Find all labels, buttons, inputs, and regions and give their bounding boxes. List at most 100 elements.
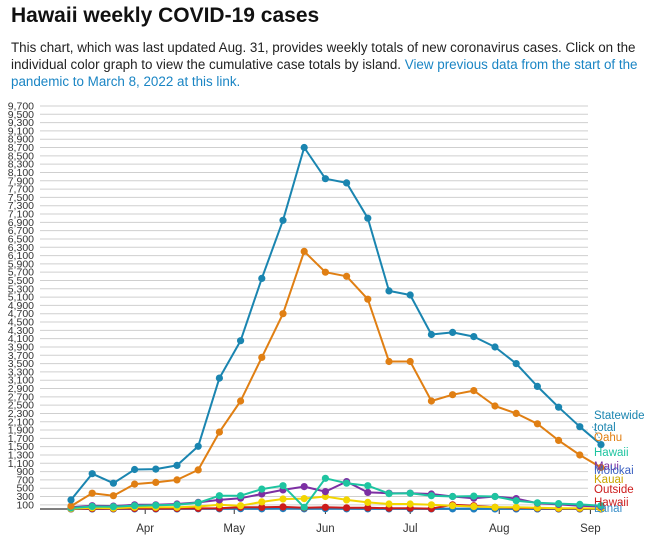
data-point[interactable] — [194, 466, 202, 474]
legend-label[interactable]: Hawaii — [594, 447, 629, 459]
data-point[interactable] — [279, 310, 287, 318]
data-point[interactable] — [109, 503, 117, 511]
legend-label[interactable]: Outside — [594, 484, 634, 496]
data-point[interactable] — [555, 436, 563, 444]
data-point[interactable] — [237, 492, 245, 500]
data-point[interactable] — [258, 353, 266, 361]
legend-label[interactable]: Lanai — [594, 503, 622, 515]
data-point[interactable] — [343, 504, 351, 512]
data-point[interactable] — [385, 500, 393, 508]
series-line[interactable] — [70, 250, 602, 507]
data-point[interactable] — [321, 503, 329, 511]
data-point[interactable] — [597, 441, 605, 449]
data-point[interactable] — [512, 503, 520, 511]
data-point[interactable] — [364, 498, 372, 506]
data-point[interactable] — [300, 503, 308, 511]
data-point[interactable] — [279, 482, 287, 490]
data-point[interactable] — [279, 495, 287, 503]
data-point[interactable] — [300, 495, 308, 503]
legend-label[interactable]: Hawaii — [594, 497, 629, 509]
data-point[interactable] — [343, 179, 351, 187]
data-point[interactable] — [491, 402, 499, 410]
data-point[interactable] — [300, 143, 308, 152]
data-point[interactable] — [576, 500, 584, 508]
data-point[interactable] — [533, 420, 542, 428]
data-point[interactable] — [67, 502, 75, 510]
legend-label[interactable]: total — [594, 422, 616, 434]
data-point[interactable] — [131, 502, 139, 510]
data-point[interactable] — [427, 330, 435, 339]
series-lines[interactable] — [67, 143, 605, 513]
data-point[interactable] — [237, 397, 245, 405]
data-point[interactable] — [364, 295, 372, 303]
data-point[interactable] — [215, 492, 223, 500]
data-point[interactable] — [343, 496, 351, 504]
legend-label[interactable]: Molokai — [594, 465, 634, 477]
data-point[interactable] — [258, 274, 266, 282]
series-statewide-total[interactable] — [67, 143, 605, 504]
data-point[interactable] — [470, 387, 478, 395]
data-point[interactable] — [491, 343, 499, 351]
data-point[interactable] — [533, 499, 542, 507]
data-point[interactable] — [131, 465, 139, 474]
data-point[interactable] — [109, 492, 117, 500]
data-point[interactable] — [576, 451, 584, 459]
data-point[interactable] — [470, 333, 478, 341]
series-line[interactable] — [70, 480, 602, 509]
data-point[interactable] — [67, 496, 75, 504]
data-point[interactable] — [258, 503, 266, 511]
previous-data-link[interactable]: View previous data from the start of the… — [11, 57, 638, 89]
data-point[interactable] — [109, 479, 117, 487]
data-point[interactable] — [406, 291, 414, 299]
data-point[interactable] — [512, 497, 520, 505]
legend-label[interactable]: Statewide — [594, 410, 645, 422]
data-point[interactable] — [343, 272, 351, 280]
data-point[interactable] — [406, 500, 414, 508]
data-point[interactable] — [279, 503, 287, 511]
data-point[interactable] — [470, 502, 478, 511]
data-point[interactable] — [406, 489, 414, 497]
data-point[interactable] — [597, 502, 605, 510]
data-point[interactable] — [194, 442, 202, 450]
data-point[interactable] — [321, 474, 329, 482]
data-point[interactable] — [597, 463, 605, 472]
data-point[interactable] — [449, 492, 457, 501]
data-point[interactable] — [533, 382, 542, 390]
data-point[interactable] — [194, 499, 202, 507]
data-point[interactable] — [300, 247, 308, 255]
data-point[interactable] — [173, 461, 181, 469]
data-point[interactable] — [385, 287, 393, 295]
data-point[interactable] — [512, 409, 520, 417]
data-point[interactable] — [427, 501, 435, 509]
data-point[interactable] — [491, 492, 499, 501]
legend-label[interactable]: Oahu — [594, 432, 622, 444]
data-point[interactable] — [343, 479, 351, 487]
data-point[interactable] — [88, 470, 96, 478]
data-point[interactable] — [152, 465, 160, 473]
data-point[interactable] — [427, 397, 435, 405]
data-point[interactable] — [258, 498, 266, 506]
series-hawaii[interactable] — [67, 474, 605, 512]
data-point[interactable] — [152, 478, 160, 486]
legend-label[interactable]: Kauai — [594, 474, 623, 486]
data-point[interactable] — [364, 504, 372, 512]
data-point[interactable] — [173, 501, 181, 509]
data-point[interactable] — [449, 391, 457, 399]
legend-label[interactable]: Maui — [594, 461, 619, 473]
data-point[interactable] — [364, 214, 372, 222]
data-point[interactable] — [321, 175, 329, 183]
data-point[interactable] — [555, 500, 563, 508]
data-point[interactable] — [152, 501, 160, 509]
data-point[interactable] — [555, 403, 563, 411]
data-point[interactable] — [258, 485, 266, 493]
data-point[interactable] — [300, 483, 308, 491]
data-point[interactable] — [321, 268, 329, 276]
data-point[interactable] — [88, 489, 96, 497]
data-point[interactable] — [279, 216, 287, 224]
data-point[interactable] — [215, 428, 223, 436]
data-point[interactable] — [385, 357, 393, 366]
data-point[interactable] — [131, 480, 139, 488]
series-oahu[interactable] — [67, 247, 605, 510]
data-point[interactable] — [449, 502, 457, 510]
